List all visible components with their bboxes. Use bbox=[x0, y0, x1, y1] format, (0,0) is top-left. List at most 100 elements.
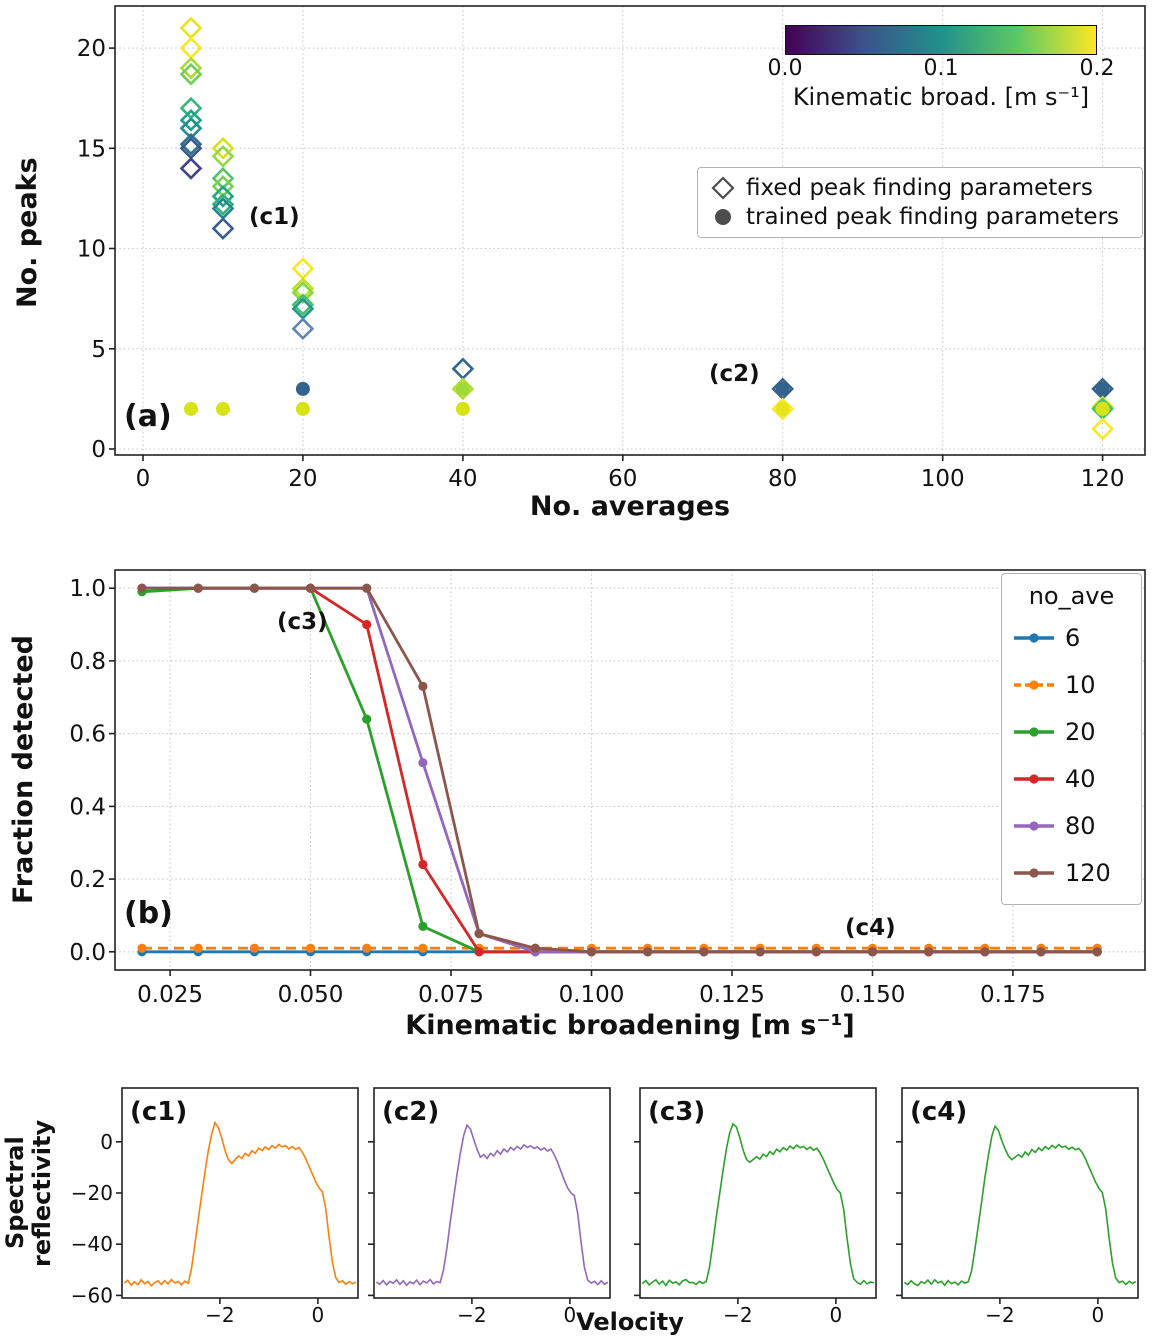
panel-c-ylabel: Spectral reflectivity bbox=[1, 1119, 56, 1267]
series-marker bbox=[362, 619, 372, 630]
svg-text:0.075: 0.075 bbox=[418, 982, 484, 1008]
svg-text:40: 40 bbox=[448, 466, 477, 492]
svg-text:−2: −2 bbox=[985, 1303, 1014, 1327]
panel-c-label: (c2) bbox=[382, 1097, 439, 1127]
svg-text:1.0: 1.0 bbox=[69, 576, 106, 602]
fixed-peak-marker bbox=[211, 136, 235, 160]
line-sample-icon bbox=[1012, 819, 1056, 833]
series-marker bbox=[249, 943, 259, 953]
series-line bbox=[142, 586, 1098, 954]
series-marker bbox=[362, 714, 372, 724]
series-marker bbox=[305, 943, 316, 953]
panel-a-ylabel: No. peaks bbox=[12, 157, 43, 308]
colorbar: 0.0 0.1 0.2 Kinematic broad. [m s⁻¹] bbox=[768, 25, 1115, 111]
svg-text:−2: −2 bbox=[205, 1303, 234, 1327]
svg-text:0.150: 0.150 bbox=[840, 982, 906, 1008]
panel-c-label: (c4) bbox=[910, 1097, 967, 1127]
panel-b-ylabel: Fraction detected bbox=[8, 635, 39, 905]
legend-item-label: trained peak finding parameters bbox=[746, 204, 1120, 230]
fixed-peak-marker bbox=[179, 96, 203, 120]
svg-text:20: 20 bbox=[288, 466, 317, 492]
trained-peak-marker bbox=[184, 401, 198, 416]
series-marker bbox=[362, 943, 372, 953]
fixed-peak-marker bbox=[1091, 417, 1114, 441]
fixed-peak-marker bbox=[179, 16, 203, 40]
svg-text:0.175: 0.175 bbox=[980, 982, 1046, 1008]
legend-title: no_ave bbox=[1028, 582, 1115, 610]
svg-text:0: 0 bbox=[1092, 1303, 1105, 1327]
series-marker bbox=[474, 947, 484, 957]
fixed-peak-marker bbox=[179, 56, 203, 80]
svg-text:0.4: 0.4 bbox=[69, 794, 106, 820]
annotation-c3: (c3) bbox=[277, 609, 328, 635]
legend-item-label: fixed peak finding parameters bbox=[746, 175, 1093, 201]
fixed-peak-marker bbox=[1091, 395, 1114, 419]
svg-text:0.8: 0.8 bbox=[69, 649, 106, 675]
legend-item: 120 bbox=[1012, 849, 1131, 896]
legend-item-trained: trained peak finding parameters bbox=[710, 204, 1130, 230]
fixed-peak-marker bbox=[179, 157, 203, 180]
svg-text:0: 0 bbox=[564, 1303, 577, 1327]
legend-item-fixed: fixed peak finding parameters bbox=[710, 175, 1130, 201]
fixed-peak-marker bbox=[451, 357, 475, 381]
legend-item-label: 10 bbox=[1065, 670, 1096, 699]
fixed-peak-marker bbox=[179, 108, 203, 132]
svg-text:0: 0 bbox=[100, 1130, 113, 1154]
legend-item-label: 120 bbox=[1065, 858, 1111, 887]
trained-peak-marker bbox=[775, 381, 790, 396]
series-line bbox=[142, 586, 1098, 954]
trained-peak-marker bbox=[1095, 401, 1110, 416]
series-marker bbox=[867, 947, 878, 957]
colorbar-ticks: 0.0 0.1 0.2 bbox=[768, 55, 1115, 82]
panel-c-label: (c1) bbox=[130, 1097, 187, 1127]
fixed-peak-marker bbox=[291, 281, 315, 304]
series-marker bbox=[1092, 947, 1102, 957]
trained-peak-marker bbox=[775, 401, 790, 416]
series-marker bbox=[249, 583, 259, 593]
fixed-peak-marker bbox=[211, 193, 235, 216]
panel-c-label: (c3) bbox=[648, 1097, 705, 1127]
panel-a-label: (a) bbox=[124, 399, 172, 434]
spectrum-line bbox=[903, 1124, 1137, 1287]
series-marker bbox=[530, 943, 540, 953]
fixed-peak-marker bbox=[451, 377, 475, 401]
svg-text:−2: −2 bbox=[457, 1303, 486, 1327]
legend-item-label: 40 bbox=[1065, 764, 1096, 793]
fixed-peak-marker bbox=[211, 185, 235, 208]
panel-b-line-plot: 0.025 0.050 0.075 0.100 0.125 0.150 0.175 0.0 0.… bbox=[69, 569, 1146, 1008]
svg-text:120: 120 bbox=[1081, 466, 1125, 492]
svg-text:0: 0 bbox=[91, 437, 106, 463]
svg-text:0.100: 0.100 bbox=[559, 982, 625, 1008]
line-sample-icon bbox=[1012, 725, 1056, 739]
legend-item: 80 bbox=[1012, 802, 1131, 849]
series-marker bbox=[755, 947, 765, 957]
svg-text:0.0: 0.0 bbox=[69, 940, 106, 966]
spectrum-line bbox=[123, 1120, 357, 1287]
legend-item: 40 bbox=[1012, 755, 1131, 802]
svg-text:−20: −20 bbox=[71, 1181, 113, 1205]
fixed-peak-marker bbox=[211, 144, 235, 168]
series-marker bbox=[418, 681, 428, 691]
line-sample-icon bbox=[1012, 866, 1056, 880]
colorbar-label: Kinematic broad. [m s⁻¹] bbox=[792, 83, 1090, 111]
svg-text:10: 10 bbox=[77, 237, 106, 263]
fixed-peak-marker bbox=[179, 132, 203, 156]
legend-item: 20 bbox=[1012, 708, 1131, 755]
panel-a-xlabel: No. averages bbox=[529, 491, 731, 522]
fixed-peak-marker bbox=[211, 217, 235, 240]
svg-text:0.2: 0.2 bbox=[69, 867, 106, 893]
series-marker bbox=[305, 583, 316, 593]
panel-a-scatter-plot: 0 20 40 60 80 100 120 0 5 10 15 20 bbox=[77, 5, 1146, 492]
svg-text:0: 0 bbox=[312, 1303, 325, 1327]
annotation-c4: (c4) bbox=[845, 915, 896, 941]
spectrum-line bbox=[375, 1123, 609, 1287]
trained-peak-marker bbox=[295, 401, 310, 416]
annotation-c2: (c2) bbox=[709, 361, 760, 387]
colorbar-tick: 0.0 bbox=[767, 56, 803, 81]
annotation-c1: (c1) bbox=[249, 204, 300, 230]
svg-text:−40: −40 bbox=[71, 1232, 113, 1256]
trained-peak-marker bbox=[1095, 381, 1110, 396]
series-marker bbox=[699, 947, 709, 957]
svg-text:0.050: 0.050 bbox=[278, 982, 344, 1008]
